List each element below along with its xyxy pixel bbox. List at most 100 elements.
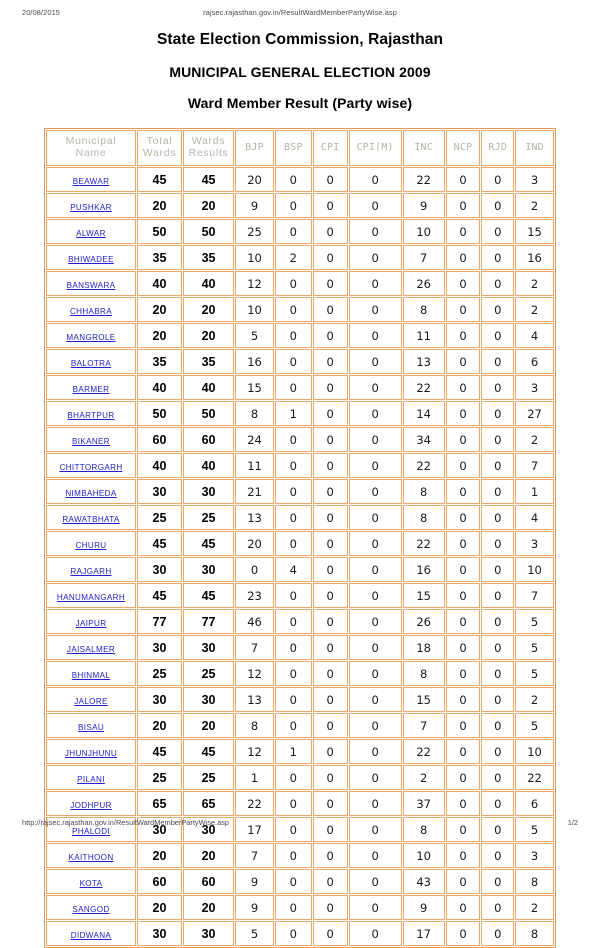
table-row: JODHPUR 65 65 22 0 0 0 37 0 0 6: [46, 791, 554, 816]
table-row: JAIPUR 77 77 46 0 0 0 26 0 0 5: [46, 609, 554, 634]
cell-ind-seats: 2: [515, 895, 554, 920]
municipality-link[interactable]: KAITHOON: [68, 852, 114, 862]
municipality-link[interactable]: BARMER: [72, 384, 110, 394]
column-header-ncp[interactable]: NCP: [445, 130, 481, 166]
municipality-link[interactable]: PILANI: [77, 774, 105, 784]
print-footer-url: http://rajsec.rajasthan.gov.in/ResultWar…: [22, 818, 230, 827]
cell-bsp-seats: 0: [274, 167, 312, 192]
cell-cpi-seats: 0: [312, 583, 348, 608]
cell-wards-results: 30: [182, 557, 235, 582]
municipality-link[interactable]: JAIPUR: [75, 618, 107, 628]
cell-municipal-name: BIKANER: [46, 427, 136, 452]
municipality-link[interactable]: DIDWANA: [70, 930, 112, 940]
table-row: BHINMAL 25 25 12 0 0 0 8 0 0 5: [46, 661, 554, 686]
cell-cpim-seats: 0: [348, 583, 402, 608]
cell-ncp-seats: 0: [445, 297, 481, 322]
cell-cpi-seats: 0: [312, 635, 348, 660]
municipality-link[interactable]: RAWATBHATA: [62, 514, 120, 524]
municipality-link[interactable]: SANGOD: [72, 904, 110, 914]
cell-wards-results: 20: [182, 297, 235, 322]
cell-wards-results: 25: [182, 661, 235, 686]
cell-bjp-seats: 9: [235, 869, 274, 894]
municipality-link[interactable]: RAJGARH: [70, 566, 112, 576]
cell-rjd-seats: 0: [481, 375, 515, 400]
municipality-link[interactable]: MANGROLE: [66, 332, 116, 342]
municipality-link[interactable]: BISAU: [77, 722, 105, 732]
cell-bjp-seats: 10: [235, 297, 274, 322]
cell-inc-seats: 34: [402, 427, 445, 452]
cell-wards-results: 30: [182, 921, 235, 946]
cell-ncp-seats: 0: [445, 635, 481, 660]
cell-bsp-seats: 0: [274, 427, 312, 452]
cell-municipal-name: KAITHOON: [46, 843, 136, 868]
municipality-link[interactable]: CHHABRA: [69, 306, 112, 316]
municipality-link[interactable]: KOTA: [79, 878, 103, 888]
column-header-cpi[interactable]: CPI: [312, 130, 348, 166]
column-header-inc[interactable]: INC: [402, 130, 445, 166]
column-header-bsp[interactable]: BSP: [274, 130, 312, 166]
municipality-link[interactable]: CHURU: [75, 540, 107, 550]
municipality-link[interactable]: BALOTRA: [70, 358, 112, 368]
cell-bjp-seats: 17: [235, 817, 274, 842]
municipality-link[interactable]: CHITTORGARH: [59, 462, 123, 472]
municipality-link[interactable]: BHINMAL: [71, 670, 111, 680]
cell-bsp-seats: 0: [274, 505, 312, 530]
column-header-ind[interactable]: IND: [515, 130, 554, 166]
cell-wards-results: 30: [182, 635, 235, 660]
cell-cpi-seats: 0: [312, 479, 348, 504]
table-row: SANGOD 20 20 9 0 0 0 9 0 0 2: [46, 895, 554, 920]
cell-inc-seats: 8: [402, 479, 445, 504]
municipality-link[interactable]: BEAWAR: [72, 176, 110, 186]
cell-wards-results: 50: [182, 219, 235, 244]
cell-total-wards: 25: [136, 505, 182, 530]
municipality-link[interactable]: NIMBAHEDA: [65, 488, 117, 498]
cell-cpim-seats: 0: [348, 193, 402, 218]
cell-municipal-name: HANUMANGARH: [46, 583, 136, 608]
municipality-link[interactable]: PHALODI: [72, 826, 110, 836]
cell-total-wards: 40: [136, 375, 182, 400]
cell-total-wards: 25: [136, 765, 182, 790]
municipality-link[interactable]: ALWAR: [76, 228, 106, 238]
cell-ind-seats: 3: [515, 375, 554, 400]
cell-bjp-seats: 46: [235, 609, 274, 634]
cell-bjp-seats: 21: [235, 479, 274, 504]
municipality-link[interactable]: BHIWADEE: [68, 254, 114, 264]
page-title-election: MUNICIPAL GENERAL ELECTION 2009: [169, 63, 431, 80]
column-header-cpim[interactable]: CPI(M): [348, 130, 402, 166]
cell-bjp-seats: 12: [235, 739, 274, 764]
cell-ind-seats: 16: [515, 245, 554, 270]
cell-ind-seats: 8: [515, 921, 554, 946]
table-row: PUSHKAR 20 20 9 0 0 0 9 0 0 2: [46, 193, 554, 218]
cell-municipal-name: DIDWANA: [46, 921, 136, 946]
municipality-link[interactable]: JAISALMER: [66, 644, 116, 654]
cell-municipal-name: RAWATBHATA: [46, 505, 136, 530]
cell-rjd-seats: 0: [481, 193, 515, 218]
header-line-2: Wards: [142, 147, 177, 159]
cell-ncp-seats: 0: [445, 453, 481, 478]
cell-ncp-seats: 0: [445, 843, 481, 868]
column-header-total-wards[interactable]: Total Wards: [136, 130, 182, 166]
municipality-link[interactable]: BANSWARA: [66, 280, 116, 290]
column-header-municipal-name[interactable]: Municipal Name: [46, 130, 136, 166]
cell-rjd-seats: 0: [481, 219, 515, 244]
cell-ncp-seats: 0: [445, 687, 481, 712]
cell-inc-seats: 9: [402, 895, 445, 920]
column-header-rjd[interactable]: RJD: [481, 130, 515, 166]
cell-cpi-seats: 0: [312, 791, 348, 816]
municipality-link[interactable]: JHUNJHUNU: [64, 748, 118, 758]
table-row: BEAWAR 45 45 20 0 0 0 22 0 0 3: [46, 167, 554, 192]
municipality-link[interactable]: JALORE: [74, 696, 108, 706]
column-header-bjp[interactable]: BJP: [235, 130, 274, 166]
municipality-link[interactable]: HANUMANGARH: [56, 592, 126, 602]
municipality-link[interactable]: PUSHKAR: [70, 202, 112, 212]
cell-cpim-seats: 0: [348, 843, 402, 868]
municipality-link[interactable]: BIKANER: [72, 436, 110, 446]
cell-ncp-seats: 0: [445, 791, 481, 816]
cell-bsp-seats: 0: [274, 297, 312, 322]
column-header-wards-results[interactable]: Wards Results: [182, 130, 235, 166]
cell-total-wards: 40: [136, 453, 182, 478]
cell-wards-results: 20: [182, 713, 235, 738]
cell-cpi-seats: 0: [312, 843, 348, 868]
municipality-link[interactable]: BHARTPUR: [67, 410, 115, 420]
municipality-link[interactable]: JODHPUR: [70, 800, 112, 810]
